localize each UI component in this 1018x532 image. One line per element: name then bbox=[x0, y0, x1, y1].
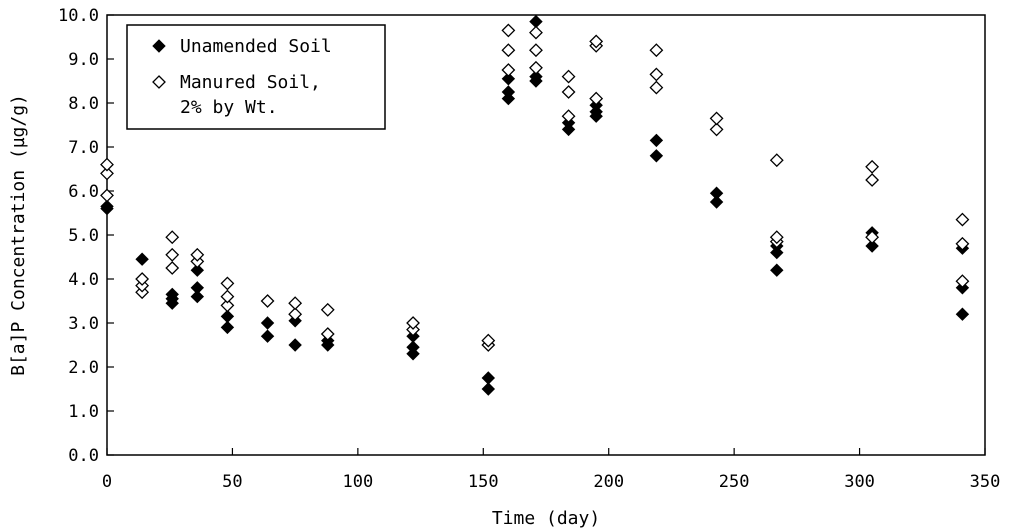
data-point-manured bbox=[220, 276, 235, 291]
data-point-manured bbox=[649, 43, 664, 58]
data-point-unamended bbox=[481, 382, 496, 396]
data-point-unamended bbox=[481, 371, 496, 385]
legend-label-manured-line1: Manured Soil, bbox=[180, 72, 321, 93]
data-point-manured bbox=[481, 333, 496, 348]
y-tick-label: 2.0 bbox=[68, 358, 99, 378]
data-point-unamended bbox=[190, 281, 205, 295]
data-point-manured bbox=[529, 43, 543, 58]
data-point-manured bbox=[589, 91, 604, 106]
legend-marker-unamended bbox=[152, 39, 166, 53]
data-point-manured bbox=[649, 67, 664, 82]
data-point-unamended bbox=[220, 320, 235, 335]
legend-box bbox=[126, 24, 386, 130]
data-point-unamended bbox=[955, 307, 970, 321]
x-axis: 0 50 100 150 200 250 300 350 bbox=[102, 448, 1000, 492]
data-point-manured bbox=[865, 230, 880, 245]
data-point-manured bbox=[165, 247, 180, 262]
data-point-manured bbox=[406, 316, 420, 330]
y-tick-label: 9.0 bbox=[68, 50, 99, 70]
data-point-unamended bbox=[529, 69, 543, 84]
y-tick-label: 3.0 bbox=[68, 314, 99, 334]
data-point-manured bbox=[501, 63, 516, 77]
data-point-manured bbox=[561, 109, 576, 124]
data-point-manured bbox=[529, 60, 543, 75]
legend: Unamended Soil Manured Soil, 2% by Wt. bbox=[126, 24, 386, 130]
data-point-manured bbox=[561, 69, 576, 84]
x-tick-label: 300 bbox=[844, 472, 875, 492]
legend-marker-manured bbox=[152, 75, 166, 89]
data-point-unamended bbox=[865, 239, 879, 253]
data-point-manured bbox=[320, 327, 335, 341]
data-point-manured bbox=[260, 294, 275, 308]
data-point-unamended bbox=[190, 263, 205, 277]
data-point-manured bbox=[288, 296, 303, 311]
data-point-manured bbox=[865, 173, 880, 187]
data-point-manured bbox=[100, 157, 114, 172]
x-axis-title: Time (day) bbox=[492, 508, 600, 529]
data-point-manured bbox=[955, 212, 970, 227]
data-point-unamended bbox=[165, 287, 179, 302]
x-tick-label: 100 bbox=[342, 472, 373, 492]
data-point-manured bbox=[955, 274, 970, 289]
x-tick-label: 350 bbox=[970, 472, 1001, 492]
data-point-manured bbox=[769, 230, 784, 245]
data-point-manured bbox=[320, 302, 335, 317]
data-point-manured bbox=[865, 159, 880, 174]
data-point-unamended bbox=[709, 195, 724, 209]
data-point-manured bbox=[501, 43, 516, 58]
data-point-unamended bbox=[501, 72, 516, 86]
y-axis: 0.0 1.0 2.0 3.0 4.0 5.0 6.0 7.0 8.0 9.0 10.0 bbox=[58, 6, 114, 466]
x-tick-label: 0 bbox=[102, 472, 112, 492]
data-point-unamended bbox=[709, 186, 724, 200]
y-axis-title: B[a]P Concentration (µg/g) bbox=[8, 94, 29, 376]
data-point-manured bbox=[135, 272, 150, 286]
data-point-unamended bbox=[135, 252, 149, 266]
data-point-manured bbox=[165, 261, 180, 275]
y-tick-label: 0.0 bbox=[68, 446, 99, 466]
data-point-manured bbox=[501, 23, 516, 38]
y-tick-label: 8.0 bbox=[68, 94, 99, 114]
data-point-unamended bbox=[406, 340, 420, 354]
data-point-manured bbox=[589, 34, 604, 49]
y-tick-label: 5.0 bbox=[68, 226, 99, 246]
data-point-unamended bbox=[100, 199, 114, 214]
data-point-manured bbox=[220, 298, 235, 313]
data-point-unamended bbox=[649, 149, 664, 163]
data-point-manured bbox=[709, 111, 724, 126]
y-tick-label: 7.0 bbox=[68, 138, 99, 158]
data-point-unamended bbox=[770, 263, 784, 277]
x-tick-label: 150 bbox=[468, 472, 499, 492]
x-tick-label: 200 bbox=[593, 472, 624, 492]
data-point-unamended bbox=[649, 133, 664, 148]
data-point-manured bbox=[220, 289, 235, 304]
data-point-manured bbox=[100, 166, 114, 181]
y-tick-label: 4.0 bbox=[68, 270, 99, 290]
data-point-manured bbox=[561, 85, 576, 99]
y-tick-label: 1.0 bbox=[68, 402, 99, 422]
data-point-unamended bbox=[260, 329, 275, 343]
y-tick-label: 10.0 bbox=[58, 6, 99, 26]
data-points bbox=[100, 14, 970, 396]
data-point-manured bbox=[165, 230, 180, 245]
data-point-unamended bbox=[260, 316, 275, 330]
data-point-manured bbox=[955, 236, 970, 251]
legend-label-unamended: Unamended Soil bbox=[180, 36, 332, 57]
x-tick-label: 50 bbox=[222, 472, 242, 492]
data-point-manured bbox=[190, 247, 205, 262]
x-tick-label: 250 bbox=[719, 472, 750, 492]
data-point-unamended bbox=[190, 289, 205, 304]
data-point-unamended bbox=[220, 309, 235, 324]
data-point-unamended bbox=[288, 338, 302, 352]
data-point-manured bbox=[649, 80, 664, 95]
data-point-manured bbox=[100, 188, 114, 203]
data-point-manured bbox=[529, 25, 543, 40]
data-point-manured bbox=[288, 307, 303, 322]
data-point-manured bbox=[769, 153, 784, 168]
data-point-unamended bbox=[501, 85, 516, 99]
y-tick-label: 6.0 bbox=[68, 182, 99, 202]
legend-label-manured-line2: 2% by Wt. bbox=[180, 97, 278, 118]
data-point-manured bbox=[709, 122, 724, 137]
